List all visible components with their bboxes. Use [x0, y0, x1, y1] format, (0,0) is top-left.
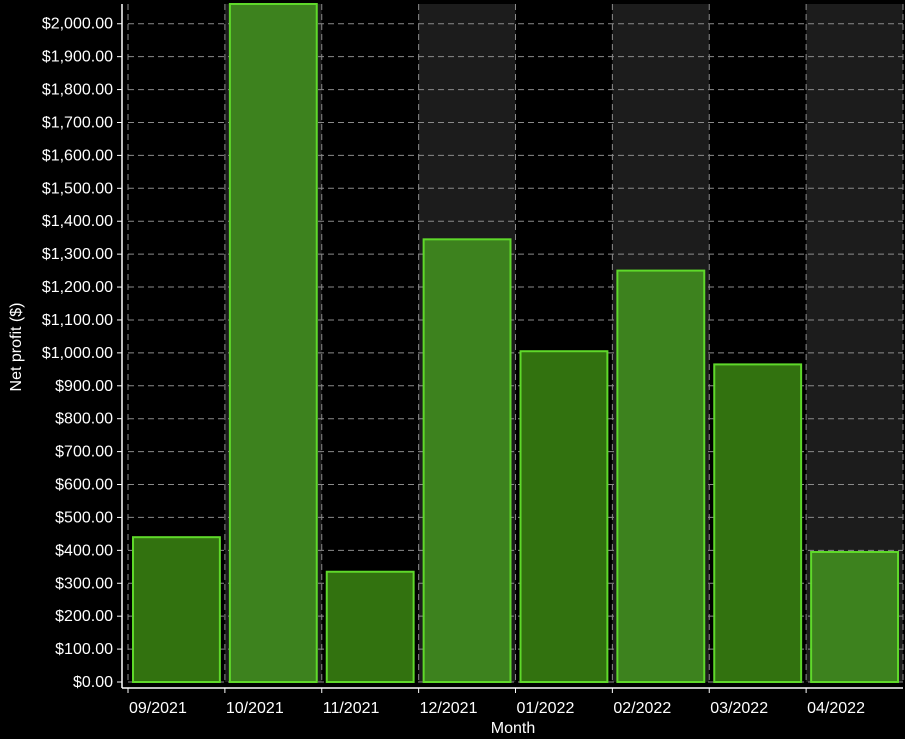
bar-12/2021 [422, 238, 512, 683]
x-tick-label: 02/2022 [613, 700, 671, 717]
x-tick-label: 09/2021 [129, 700, 187, 717]
x-tick-label: 10/2021 [226, 700, 284, 717]
y-tick-label: $100.00 [55, 641, 113, 658]
y-tick-label: $1,600.00 [42, 147, 113, 164]
x-tick-label: 01/2022 [517, 700, 575, 717]
y-tick-label: $800.00 [55, 411, 113, 428]
y-tick-label: $1,200.00 [42, 279, 113, 296]
bar-02/2022 [616, 269, 706, 683]
x-tick-label: 03/2022 [710, 700, 768, 717]
bar-10/2021 [228, 3, 318, 683]
y-tick-label: $500.00 [55, 509, 113, 526]
axes [117, 4, 903, 693]
y-tick-label: $1,100.00 [42, 312, 113, 329]
y-tick-label: $300.00 [55, 575, 113, 592]
y-tick-label: $1,700.00 [42, 114, 113, 131]
y-tick-label: $900.00 [55, 378, 113, 395]
bar-03/2022 [713, 363, 803, 683]
bar-04/2022 [810, 550, 899, 683]
x-tick-labels: 09/2021 10/2021 11/2021 12/2021 01/2022 02/20… [129, 700, 865, 717]
bar-01/2022 [519, 350, 609, 683]
y-axis-title: Net profit ($) [8, 303, 25, 392]
y-tick-label: $2,000.00 [42, 16, 113, 33]
y-tick-label: $700.00 [55, 444, 113, 461]
x-tick-label: 12/2021 [420, 700, 478, 717]
y-tick-label: $400.00 [55, 542, 113, 559]
bars [132, 3, 899, 684]
y-tick-labels: $0.00 $100.00 $200.00 $300.00 $400.00 $500.00… [42, 16, 113, 691]
y-tick-label: $0.00 [73, 674, 113, 691]
x-tick-label: 04/2022 [807, 700, 865, 717]
y-tick-label: $1,800.00 [42, 82, 113, 99]
y-tick-label: $200.00 [55, 608, 113, 625]
y-tick-label: $1,400.00 [42, 213, 113, 230]
bar-09/2021 [132, 536, 221, 683]
y-tick-label: $1,300.00 [42, 246, 113, 263]
y-tick-label: $1,900.00 [42, 49, 113, 66]
y-tick-label: $1,000.00 [42, 345, 113, 362]
bar-11/2021 [325, 570, 415, 684]
x-tick-label: 11/2021 [323, 700, 380, 717]
x-axis-title: Month [491, 720, 535, 737]
y-tick-label: $600.00 [55, 477, 113, 494]
y-tick-label: $1,500.00 [42, 180, 113, 197]
